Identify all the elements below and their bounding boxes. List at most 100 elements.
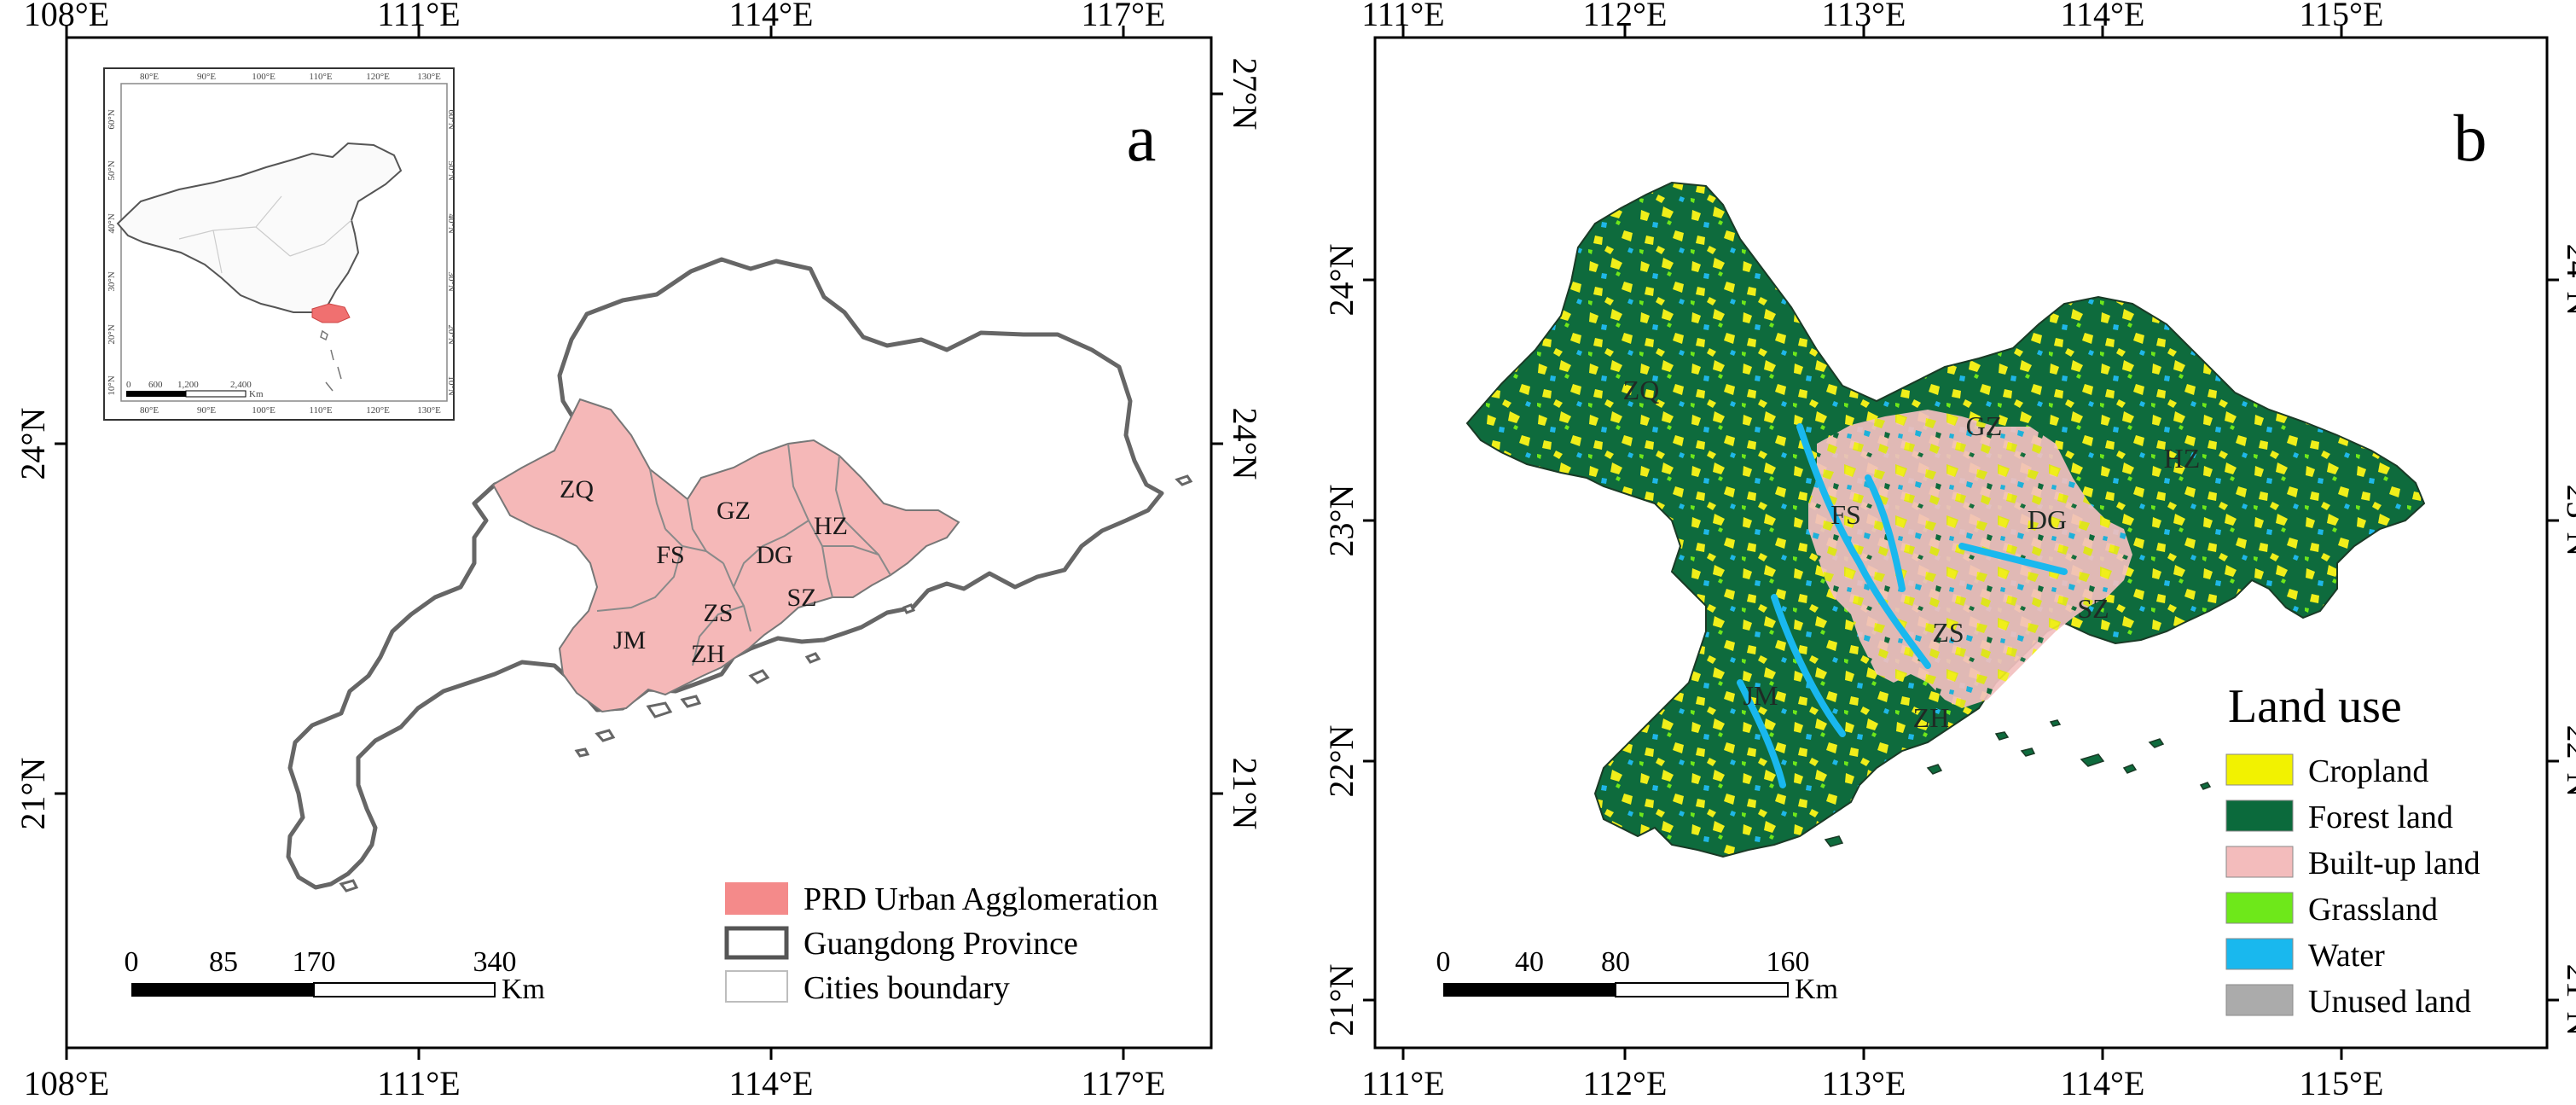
a-top-tick-3: 114°E [729,0,814,33]
inset-top-tick-5: 120°E [366,72,390,82]
inset-bottom-tick-2: 90°E [197,405,216,416]
inset-right-tick-2: 50°N [446,160,456,180]
inset-scale-1: 600 [148,380,163,390]
b-left-tick-1: 24°N [1322,244,1361,317]
b-left-tick-2: 23°N [1322,485,1361,557]
a-left-tick-2: 21°N [14,758,52,830]
a-city-gz: GZ [717,497,751,525]
a-city-zh: ZH [691,640,725,668]
water-bodies [1737,423,2068,788]
inset-right-tick-3: 40°N [446,213,456,233]
inset-right-tick-1: 60°N [446,109,456,129]
legend-swatch-grassland [2225,892,2294,924]
inset-bottom-tick-3: 100°E [252,405,276,416]
inset-top-tick-2: 90°E [197,72,216,82]
inset-right-tick-4: 30°N [446,271,456,291]
b-bottom-tick-2: 112°E [1583,1064,1668,1102]
inset-bottom-tick-6: 130°E [417,405,441,416]
a-scale-170: 170 [293,946,336,978]
a-scale-340: 340 [473,946,517,978]
inset-right-tick-6: 10°N [446,375,456,395]
panel-b-ticks [1363,26,2559,1060]
inset-left-tick-2: 50°N [107,160,117,180]
b-city-sz: SZ [2077,593,2109,624]
a-scale-0: 0 [125,946,139,978]
b-bottom-tick-3: 113°E [1822,1064,1906,1102]
inset-highlight [311,303,351,323]
panel-b-scale-bar: 0 40 80 160 Km [1436,946,1839,1005]
inset-left-tick-5: 20°N [107,324,117,344]
panel-b-frame [1373,36,2549,1050]
b-scale-0: 0 [1436,946,1451,978]
b-left-tick-3: 22°N [1322,725,1361,798]
legend-label-unused: Unused land [2308,984,2471,1020]
a-top-tick-4: 117°E [1082,0,1166,33]
legend-swatch-unused [2225,984,2294,1016]
coastal-islands [339,474,1193,893]
b-top-tick-5: 115°E [2300,0,2384,33]
a-bottom-tick-2: 111°E [377,1064,460,1102]
b-city-fs: FS [1830,499,1861,530]
panel-b: 111°E 112°E 113°E 114°E 115°E 111°E 112°… [1322,0,2576,1102]
a-bottom-tick-4: 117°E [1082,1064,1166,1102]
legend-label-cities: Cities boundary [804,970,1010,1006]
a-left-tick-1: 24°N [14,408,52,480]
inset-left-tick-6: 10°N [107,375,117,395]
a-city-zs: ZS [703,599,733,627]
b-city-hz: HZ [2164,443,2201,474]
panel-a-ticks [55,26,1223,1060]
built-up-core [1808,410,2132,708]
b-right-tick-1: 24°N [2560,244,2576,317]
inset-left-tick-3: 40°N [107,213,117,233]
inset-china-outline [116,142,403,313]
b-top-tick-4: 114°E [2061,0,2145,33]
a-city-fs: FS [656,541,684,569]
inset-top-tick-1: 80°E [140,72,159,82]
b-right-tick-3: 22°N [2560,725,2576,798]
inset-bottom-tick-4: 110°E [309,405,332,416]
b-city-zq: ZQ [1623,375,1660,405]
inset-top-tick-3: 100°E [252,72,276,82]
a-city-jm: JM [613,626,646,654]
a-bottom-tick-1: 108°E [24,1064,109,1102]
a-city-zq: ZQ [560,475,594,503]
b-top-tick-3: 113°E [1822,0,1906,33]
b-city-zh: ZH [1913,702,1950,733]
legend-label-grassland: Grassland [2308,892,2438,928]
inset-left-tick-1: 60°N [107,109,117,129]
inset-top-tick-4: 110°E [309,72,332,82]
legend-swatch-cities [725,970,788,1003]
islands-b [1824,719,2212,847]
panel-a-legend: PRD Urban Agglomeration Guangdong Provin… [724,881,1158,1006]
cities-boundaries [596,443,891,666]
b-city-zs: ZS [1932,617,1964,648]
b-scale-160: 160 [1767,946,1810,978]
panel-a: 108°E 111°E 114°E 117°E 108°E 111°E 114°… [14,0,1264,1102]
a-right-tick-3: 21°N [1226,758,1264,830]
inset-left-tick-4: 30°N [107,271,117,291]
b-left-tick-4: 21°N [1322,964,1361,1037]
b-bottom-tick-4: 114°E [2061,1064,2145,1102]
b-bottom-tick-1: 111°E [1361,1064,1444,1102]
b-right-tick-4: 21°N [2560,964,2576,1037]
inset-scale-0: 0 [126,380,131,390]
inset-bottom-tick-1: 80°E [140,405,159,416]
panel-a-letter: a [1127,101,1157,175]
legend-label-forest: Forest land [2308,800,2453,835]
inset-top-tick-6: 130°E [417,72,441,82]
panel-b-letter: b [2454,101,2487,175]
b-scale-80: 80 [1601,946,1630,978]
legend-label-guangdong: Guangdong Province [804,926,1078,962]
legend-swatch-prd [725,882,788,915]
inset-bottom-tick-5: 120°E [366,405,390,416]
b-city-dg: DG [2028,504,2067,535]
legend-label-water: Water [2308,938,2385,974]
inset-right-tick-5: 20°N [446,324,456,344]
land-use-legend-title: Land use [2228,680,2402,733]
a-top-tick-1: 108°E [24,0,109,33]
a-city-sz: SZ [786,584,816,612]
prd-urban-agglomeration [491,398,960,713]
inset-scale-3: 2,400 [230,380,252,390]
b-scale-unit: Km [1795,974,1838,1005]
